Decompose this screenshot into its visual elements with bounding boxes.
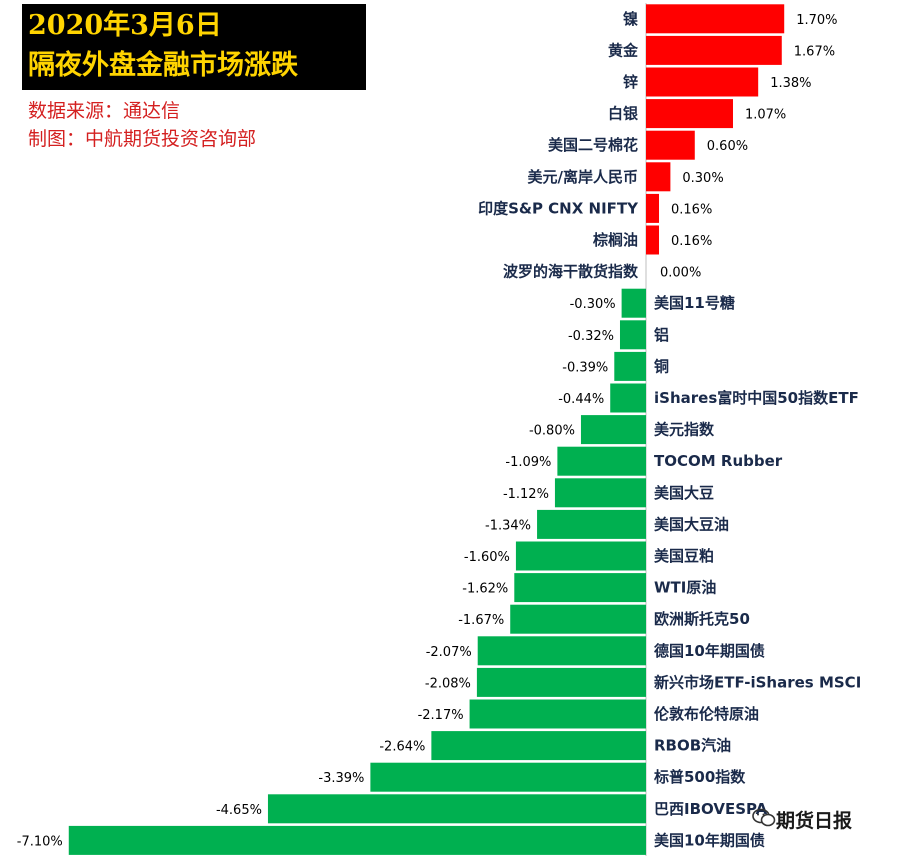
value-label: -1.12%	[503, 487, 549, 502]
category-label: 欧洲斯托克50	[654, 610, 750, 628]
bar	[580, 415, 646, 445]
value-label: 1.67%	[794, 44, 835, 59]
bar	[610, 383, 646, 413]
bar	[614, 351, 646, 381]
bar	[646, 193, 660, 223]
bar	[477, 636, 646, 666]
chart-date: 2020年3月6日	[28, 10, 222, 41]
value-label: 0.00%	[660, 266, 701, 281]
category-label: TOCOM Rubber	[654, 452, 783, 470]
bar	[621, 288, 646, 318]
value-label: -1.67%	[458, 613, 504, 628]
category-label: 美元/离岸人民币	[528, 168, 638, 186]
value-label: 0.30%	[682, 171, 723, 186]
category-label: 美国二号棉花	[548, 136, 638, 154]
bar	[515, 541, 646, 571]
value-label: 1.07%	[745, 108, 786, 123]
category-label: 锌	[623, 73, 638, 91]
bar	[510, 604, 646, 634]
data-source: 数据来源：通达信	[28, 100, 181, 122]
bar	[646, 4, 785, 34]
value-label: 0.60%	[707, 139, 748, 154]
category-label: 铜	[654, 357, 669, 375]
value-label: -1.34%	[485, 518, 531, 533]
bar	[514, 573, 646, 603]
category-label: 德国10年期国债	[654, 642, 765, 660]
bar	[619, 320, 646, 350]
category-label: 美国大豆	[654, 484, 714, 502]
category-label: 美元指数	[654, 421, 715, 439]
category-label: RBOB汽油	[654, 737, 731, 755]
value-label: -2.07%	[426, 645, 472, 660]
bar	[554, 478, 646, 508]
category-label: 铝	[654, 326, 669, 344]
category-label: 美国11号糖	[654, 294, 735, 312]
bar	[537, 509, 646, 539]
value-label: -2.17%	[418, 708, 464, 723]
value-label: -4.65%	[216, 803, 262, 818]
value-label: -2.64%	[379, 740, 425, 755]
category-label: 巴西IBOVESPA	[654, 800, 768, 818]
category-label: 棕榈油	[593, 231, 638, 249]
category-label: 镍	[623, 10, 638, 28]
value-label: 1.70%	[796, 13, 837, 28]
watermark-text: 期货日报	[776, 810, 853, 832]
value-label: -1.09%	[505, 455, 551, 470]
category-label: 伦敦布伦特原油	[654, 705, 759, 723]
category-label: 波罗的海干散货指数	[503, 263, 639, 281]
value-label: 1.38%	[770, 76, 811, 91]
value-label: -2.08%	[425, 676, 471, 691]
bar	[68, 825, 646, 855]
value-label: -0.44%	[558, 392, 604, 407]
category-label: 白银	[608, 105, 639, 123]
bar	[557, 446, 646, 476]
wechat-icon	[752, 808, 776, 827]
value-label: -1.60%	[464, 550, 510, 565]
bar	[646, 99, 733, 129]
value-label: -0.80%	[529, 424, 575, 439]
category-label: 美国豆粕	[654, 547, 714, 565]
bar	[469, 699, 646, 729]
bar	[646, 162, 671, 192]
title-box: 2020年3月6日 隔夜外盘金融市场涨跌	[22, 4, 366, 90]
category-label: 印度S&P CNX NIFTY	[478, 199, 639, 217]
value-label: -0.32%	[568, 329, 614, 344]
chart-title: 隔夜外盘金融市场涨跌	[28, 50, 298, 81]
category-label: 黄金	[608, 41, 639, 59]
bar	[646, 130, 695, 160]
value-label: -3.39%	[318, 771, 364, 786]
value-label: -0.39%	[562, 360, 608, 375]
category-label: 美国10年期国债	[654, 831, 765, 849]
chart-credit: 制图：中航期货投资咨询部	[28, 128, 257, 150]
category-label: iShares富时中国50指数ETF	[654, 389, 859, 407]
bar	[476, 667, 646, 697]
value-label: 0.16%	[671, 202, 712, 217]
category-label: 美国大豆油	[654, 515, 729, 533]
category-label: 标普500指数	[653, 768, 746, 786]
bar	[267, 794, 646, 824]
bar	[431, 731, 646, 761]
bar	[370, 762, 646, 792]
category-label: 新兴市场ETF-iShares MSCI	[654, 673, 861, 691]
bar	[646, 35, 782, 65]
category-label: WTI原油	[654, 579, 716, 597]
value-label: -0.30%	[570, 297, 616, 312]
value-label: -7.10%	[17, 834, 63, 849]
bar	[646, 225, 660, 255]
value-label: 0.16%	[671, 234, 712, 249]
bar	[646, 67, 759, 97]
value-label: -1.62%	[462, 582, 508, 597]
